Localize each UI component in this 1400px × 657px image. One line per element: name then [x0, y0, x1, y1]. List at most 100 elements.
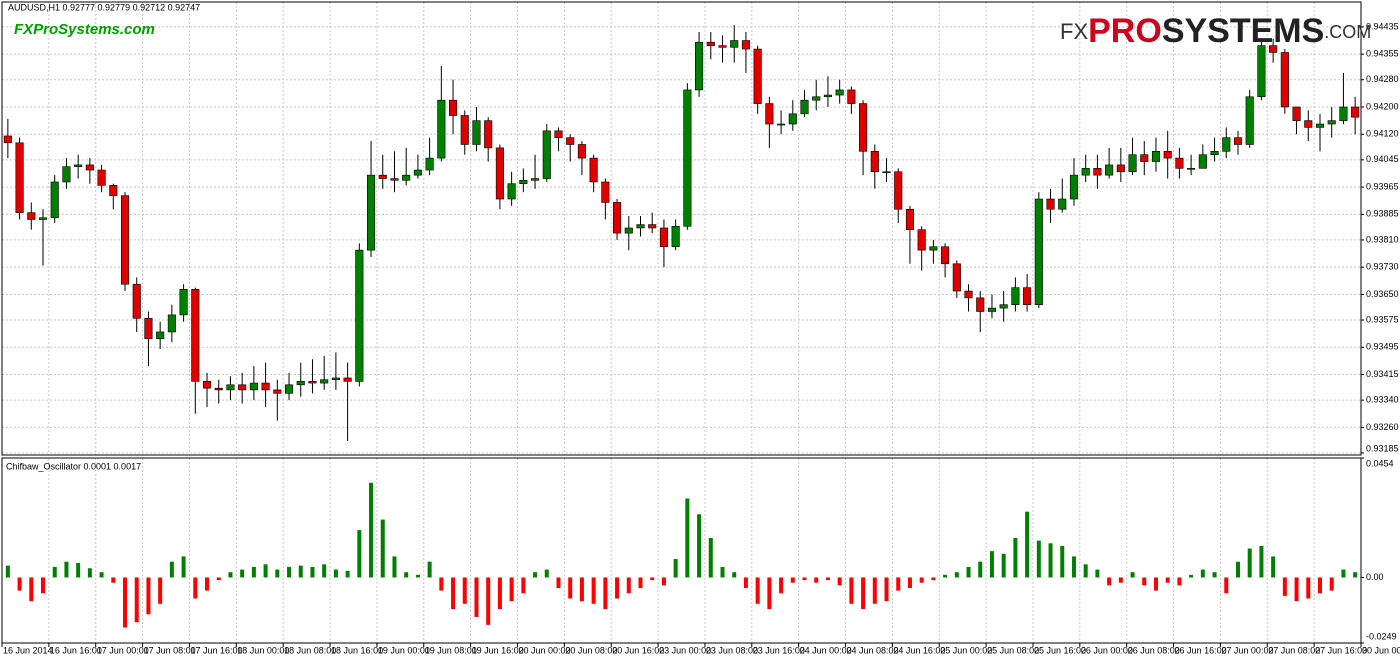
- x-tick-label: 30 Jun 00:00: [1362, 645, 1400, 655]
- candle-body: [85, 164, 94, 171]
- oscillator-bar: [5, 565, 10, 578]
- oscillator-bar: [1200, 569, 1205, 578]
- oscillator-bar: [825, 577, 830, 581]
- candle-body: [788, 113, 797, 125]
- x-tick-label: 24 Jun 08:00: [847, 645, 899, 655]
- oscillator-bar: [1317, 577, 1322, 594]
- candle-body: [437, 99, 446, 159]
- oscillator-bar: [954, 572, 959, 578]
- oscillator-bar: [17, 577, 22, 591]
- oscillator-bar: [1212, 572, 1217, 578]
- candle-body: [577, 144, 586, 159]
- candle-body: [1245, 96, 1254, 145]
- candle-body: [800, 99, 809, 115]
- y-tick-label: 0.93810: [1366, 234, 1399, 244]
- oscillator-bar: [380, 519, 385, 578]
- y-tick-label: -0.0249: [1366, 631, 1397, 641]
- price-pane-frame: [1, 1, 1362, 456]
- candle-body: [1163, 150, 1172, 159]
- oscillator-bar: [1025, 511, 1030, 578]
- oscillator-bar: [123, 577, 128, 628]
- logo-prefix: FX: [1060, 19, 1088, 44]
- oscillator-bar: [615, 577, 620, 599]
- y-tick-label: 0.94200: [1366, 101, 1399, 111]
- x-tick-label: 25 Jun 08:00: [987, 645, 1039, 655]
- candle-body: [308, 381, 317, 384]
- oscillator-bar: [568, 577, 573, 599]
- oscillator-bar: [943, 574, 948, 578]
- candle-body: [1140, 154, 1149, 162]
- oscillator-bar: [802, 577, 807, 581]
- oscillator-bar: [790, 577, 795, 583]
- candle-body: [1023, 287, 1032, 305]
- price-title: AUDUSD,H1 0.92777 0.92779 0.92712 0.9274…: [8, 2, 200, 12]
- oscillator-bar: [392, 556, 397, 578]
- oscillator-bar: [872, 577, 877, 604]
- candle-body: [847, 89, 856, 104]
- oscillator-bar: [1247, 548, 1252, 578]
- y-tick-label: 0.0454: [1366, 458, 1394, 468]
- candle-body: [425, 157, 434, 171]
- oscillator-bar: [87, 568, 92, 578]
- x-tick-label: 26 Jun 00:00: [1081, 645, 1133, 655]
- candle-body: [1280, 52, 1289, 108]
- y-tick-label: 0.94045: [1366, 154, 1399, 164]
- logo: FXPROSYSTEMS.COM: [1060, 12, 1371, 50]
- candle-body: [554, 130, 563, 138]
- x-tick-label: 20 Jun 08:00: [565, 645, 617, 655]
- candle-body: [1269, 45, 1278, 53]
- oscillator-bar: [907, 577, 912, 588]
- candle-body: [1093, 168, 1102, 176]
- candle-body: [566, 137, 575, 145]
- grid-layer: [1, 2, 1362, 643]
- x-tick-label: 19 Jun 16:00: [472, 645, 524, 655]
- oscillator-bar: [404, 572, 409, 578]
- candle-body: [179, 289, 188, 316]
- oscillator-bar: [638, 577, 643, 588]
- oscillator-bar: [1153, 577, 1158, 591]
- candle-body: [683, 89, 692, 227]
- candle-body: [191, 289, 200, 382]
- candle-body: [952, 263, 961, 292]
- oscillator-bar: [1294, 577, 1299, 602]
- y-tick-label: 0.94355: [1366, 49, 1399, 59]
- candle-body: [1187, 168, 1196, 170]
- oscillator-bar: [1060, 545, 1065, 578]
- candle-body: [413, 169, 422, 176]
- x-tick-label: 27 Jun 08:00: [1268, 645, 1320, 655]
- oscillator-bar: [205, 577, 210, 591]
- candle-body: [812, 96, 821, 101]
- oscillator-bar: [708, 538, 713, 578]
- candle-body: [1128, 154, 1137, 173]
- candle-body: [62, 166, 71, 183]
- oscillator-bar: [1071, 556, 1076, 578]
- candle-body: [484, 120, 493, 149]
- candle-body: [718, 45, 727, 48]
- candle-body: [1151, 150, 1161, 162]
- oscillator-bar: [146, 577, 151, 615]
- x-tick-label: 24 Jun 00:00: [800, 645, 852, 655]
- candle-body: [1233, 137, 1243, 145]
- y-tick-label: 0.94120: [1366, 129, 1399, 139]
- candle-body: [378, 174, 387, 179]
- candle-body: [1069, 174, 1079, 200]
- x-tick-label: 25 Jun 16:00: [1034, 645, 1086, 655]
- oscillator-bar: [1165, 577, 1170, 583]
- candle-body: [132, 283, 141, 319]
- oscillator-bar: [767, 577, 772, 610]
- candle-body: [495, 147, 504, 200]
- logo-name: SYSTEMS: [1162, 12, 1324, 50]
- candle-body: [917, 229, 926, 251]
- candle-body: [1351, 106, 1360, 118]
- oscillator-bar: [1142, 577, 1147, 586]
- candle-body: [765, 103, 774, 125]
- oscillator-bar: [357, 530, 362, 578]
- oscillator-bar: [64, 561, 69, 578]
- oscillator-bar: [111, 577, 116, 583]
- candle-body: [1222, 137, 1231, 152]
- oscillator-bar: [76, 563, 81, 578]
- x-tick-label: 18 Jun 16:00: [331, 645, 383, 655]
- y-tick-label: 0.93495: [1366, 342, 1399, 352]
- oscillator-bar: [240, 569, 245, 578]
- oscillator-bar: [1235, 561, 1240, 578]
